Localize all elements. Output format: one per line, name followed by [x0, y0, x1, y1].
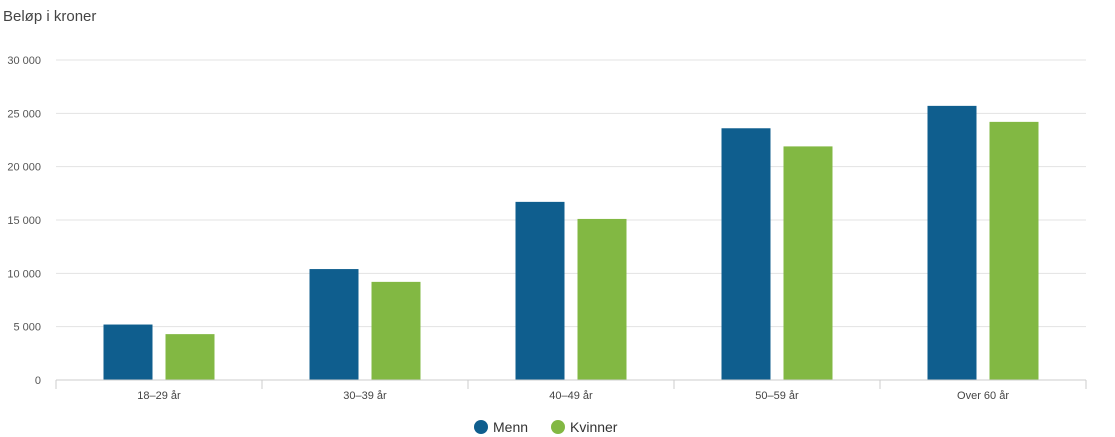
x-tick-label: 30–39 år	[343, 390, 387, 402]
legend-marker-menn	[474, 420, 488, 434]
bar-kvinner	[371, 281, 421, 380]
legend-label-kvinner: Kvinner	[570, 419, 618, 435]
y-tick-label: 0	[35, 375, 41, 387]
legend-marker-kvinner	[551, 420, 565, 434]
legend[interactable]: Menn Kvinner	[474, 419, 618, 435]
gridlines	[56, 59, 1086, 328]
bar-kvinner	[989, 121, 1039, 380]
y-axis-title: Beløp i kroner	[3, 8, 96, 25]
x-tick-label: 18–29 år	[137, 390, 181, 402]
y-tick-label: 20 000	[7, 162, 41, 174]
y-tick-label: 15 000	[7, 215, 41, 227]
bar-kvinner	[165, 334, 215, 380]
x-tick-label: Over 60 år	[957, 390, 1009, 402]
bar-kvinner	[783, 146, 833, 380]
x-tick-label: 40–49 år	[549, 390, 593, 402]
bar-menn	[309, 269, 359, 380]
bar-menn	[721, 128, 771, 380]
x-tick-label: 50–59 år	[755, 390, 799, 402]
y-tick-label: 5 000	[13, 322, 41, 334]
bar-menn	[103, 324, 153, 380]
y-tick-label: 10 000	[7, 268, 41, 280]
bar-menn	[515, 201, 565, 380]
y-tick-label: 30 000	[7, 55, 41, 67]
bar-kvinner	[577, 218, 627, 380]
y-tick-label: 25 000	[7, 108, 41, 120]
bar-menn	[927, 105, 977, 380]
x-axis: 18–29 år 30–39 år 40–49 år 50–59 år Over 60 …	[55, 379, 1087, 402]
legend-label-menn: Menn	[493, 419, 528, 435]
y-axis-ticks: 0 5 000 10 000 15 000 20 000 25 000 30 000	[7, 55, 41, 387]
bars	[103, 105, 1039, 380]
